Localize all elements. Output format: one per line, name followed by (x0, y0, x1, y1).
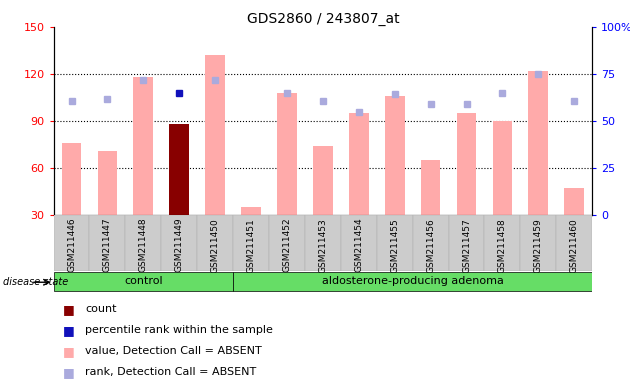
Bar (161, 215, 197, 271)
Text: ■: ■ (63, 366, 75, 379)
Bar (377, 215, 413, 271)
Bar (341, 215, 377, 271)
Bar (241, 207, 261, 215)
Text: GSM211454: GSM211454 (354, 218, 364, 273)
Text: GSM211446: GSM211446 (67, 218, 76, 273)
Bar (89, 215, 125, 271)
Text: GSM211448: GSM211448 (139, 218, 148, 273)
Text: control: control (124, 276, 163, 286)
Bar (125, 215, 161, 271)
Bar (233, 272, 592, 291)
Text: percentile rank within the sample: percentile rank within the sample (85, 325, 273, 335)
Text: ■: ■ (63, 345, 75, 358)
Text: GSM211452: GSM211452 (282, 218, 292, 273)
Bar (205, 55, 225, 215)
Bar (449, 215, 484, 271)
Text: GSM211456: GSM211456 (426, 218, 435, 273)
Bar (529, 71, 548, 215)
Bar (169, 124, 189, 215)
Bar (98, 151, 117, 215)
Text: GSM211459: GSM211459 (534, 218, 543, 273)
Bar (54, 272, 233, 291)
Bar (233, 215, 269, 271)
Bar (564, 189, 584, 215)
Bar (62, 143, 81, 215)
Bar (556, 215, 592, 271)
Bar (54, 215, 89, 271)
Bar (413, 215, 449, 271)
Bar (134, 77, 153, 215)
Text: ■: ■ (63, 303, 75, 316)
Text: GSM211453: GSM211453 (318, 218, 328, 273)
Text: count: count (85, 304, 117, 314)
Text: GSM211451: GSM211451 (246, 218, 256, 273)
Bar (305, 215, 341, 271)
Bar (349, 113, 369, 215)
Text: GSM211449: GSM211449 (175, 218, 184, 273)
Bar (277, 93, 297, 215)
Bar (484, 215, 520, 271)
Bar (197, 215, 233, 271)
Text: GSM211457: GSM211457 (462, 218, 471, 273)
Bar (520, 215, 556, 271)
Bar (493, 121, 512, 215)
Text: ■: ■ (63, 324, 75, 337)
Bar (457, 113, 476, 215)
Title: GDS2860 / 243807_at: GDS2860 / 243807_at (246, 12, 399, 26)
Bar (313, 146, 333, 215)
Text: GSM211447: GSM211447 (103, 218, 112, 273)
Bar (269, 215, 305, 271)
Text: aldosterone-producing adenoma: aldosterone-producing adenoma (322, 276, 503, 286)
Text: disease state: disease state (3, 277, 69, 287)
Text: GSM211458: GSM211458 (498, 218, 507, 273)
Text: GSM211455: GSM211455 (390, 218, 399, 273)
Text: GSM211460: GSM211460 (570, 218, 579, 273)
Text: value, Detection Call = ABSENT: value, Detection Call = ABSENT (85, 346, 262, 356)
Bar (385, 96, 404, 215)
Text: rank, Detection Call = ABSENT: rank, Detection Call = ABSENT (85, 367, 256, 377)
Bar (421, 160, 440, 215)
Text: GSM211450: GSM211450 (210, 218, 220, 273)
